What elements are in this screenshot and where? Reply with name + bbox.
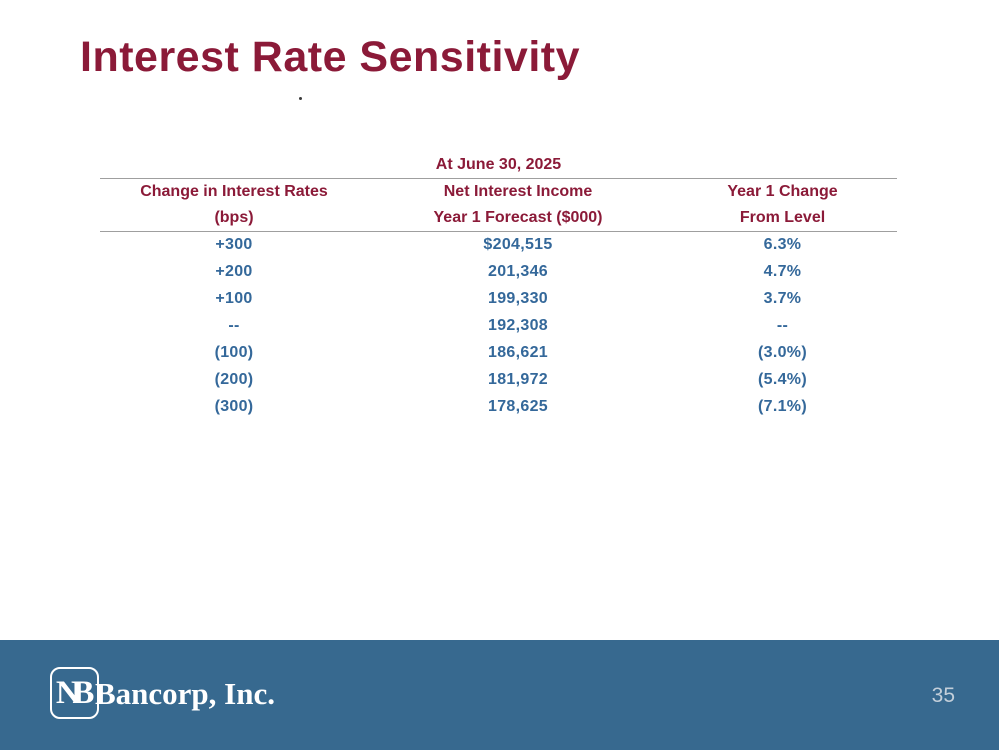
slide-title: Interest Rate Sensitivity	[80, 33, 581, 81]
cell-nii-forecast: 186,621	[488, 344, 548, 361]
data-table: Change in Interest Rates (bps) Net Inter…	[100, 178, 897, 421]
cell-pct-change: (7.1%)	[758, 398, 807, 415]
nb-monogram-box: NB	[50, 667, 99, 719]
cell-pct-change: 4.7%	[763, 263, 802, 280]
rate-sensitivity-table: At June 30, 2025 Change in Interest Rate…	[100, 152, 897, 421]
cell-rate-change: +200	[215, 263, 253, 280]
cell-pct-change: (5.4%)	[758, 371, 807, 388]
cell-nii-forecast: 181,972	[488, 371, 548, 388]
stray-dot	[299, 97, 302, 100]
table-row: -- 192,308 --	[100, 313, 897, 340]
cell-nii-forecast: 192,308	[488, 317, 548, 334]
cell-rate-change: (300)	[214, 398, 254, 415]
cell-rate-change: (200)	[214, 371, 254, 388]
header-row: Change in Interest Rates (bps) Net Inter…	[100, 178, 897, 232]
cell-rate-change: +300	[215, 236, 253, 254]
cell-pct-change: (3.0%)	[758, 344, 807, 361]
col-header-line2: Year 1 Forecast ($000)	[433, 209, 603, 226]
table-row: (100) 186,621 (3.0%)	[100, 340, 897, 367]
cell-nii-forecast: 201,346	[488, 263, 548, 280]
table-row: +200 201,346 4.7%	[100, 259, 897, 286]
col-header-line1: Year 1 Change	[727, 183, 838, 200]
cell-pct-change: --	[776, 317, 789, 334]
cell-nii-forecast: 178,625	[488, 398, 548, 415]
cell-rate-change: --	[228, 317, 240, 334]
cell-rate-change: +100	[215, 290, 253, 307]
cell-pct-change: 6.3%	[763, 236, 802, 254]
page-number: 35	[931, 684, 955, 707]
table-caption: At June 30, 2025	[435, 156, 562, 173]
table-row: (200) 181,972 (5.4%)	[100, 367, 897, 394]
company-logo: NB Bancorp, Inc.	[50, 667, 275, 719]
table-row: +300 $204,515 6.3%	[100, 232, 897, 259]
cell-nii-forecast: 199,330	[488, 290, 548, 307]
col-header-line2: (bps)	[214, 209, 254, 226]
col-header-line1: Net Interest Income	[443, 183, 593, 200]
col-header-change-in-rates: Change in Interest Rates (bps)	[100, 179, 368, 232]
cell-rate-change: (100)	[214, 344, 254, 361]
cell-nii-forecast: $204,515	[483, 236, 553, 254]
col-header-line1: Change in Interest Rates	[140, 183, 328, 200]
footer-bar: NB Bancorp, Inc. 35	[0, 640, 999, 750]
table-row: (300) 178,625 (7.1%)	[100, 394, 897, 421]
col-header-year1-change: Year 1 Change From Level	[668, 179, 897, 232]
cell-pct-change: 3.7%	[763, 290, 802, 307]
col-header-line2: From Level	[739, 209, 826, 226]
col-header-net-interest-income: Net Interest Income Year 1 Forecast ($00…	[368, 179, 668, 232]
table-row: +100 199,330 3.7%	[100, 286, 897, 313]
nb-monogram: NB	[55, 674, 95, 711]
company-name: Bancorp, Inc.	[95, 675, 275, 711]
